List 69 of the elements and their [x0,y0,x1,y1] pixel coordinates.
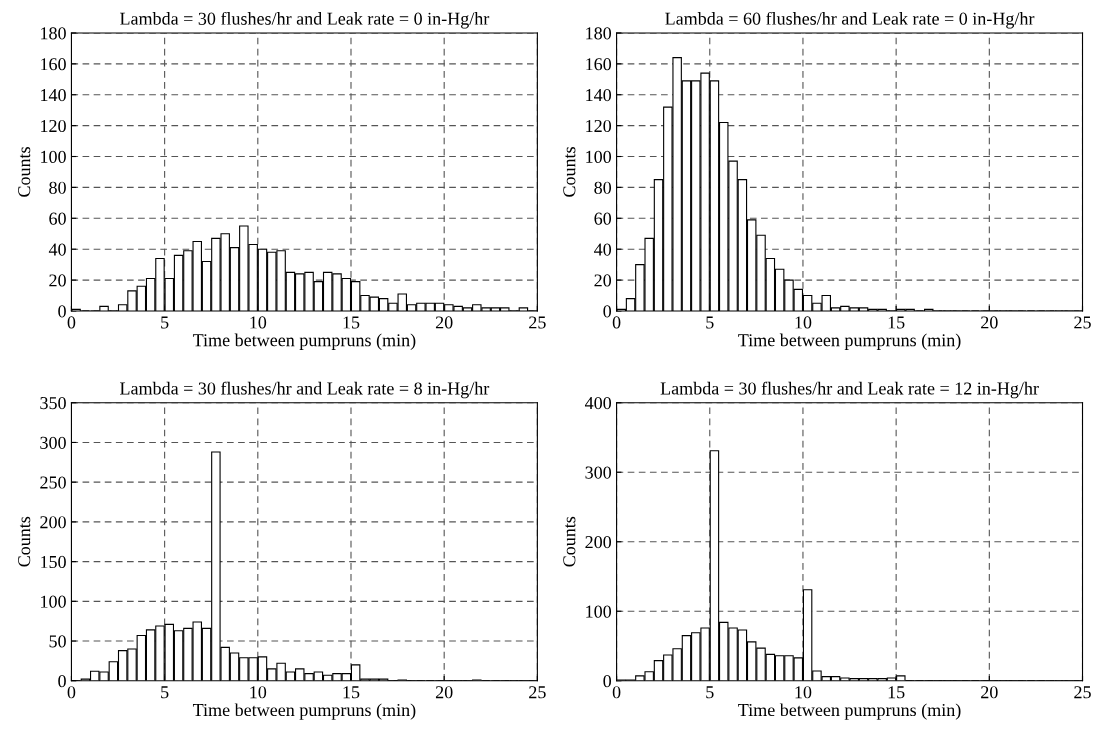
y-tick-label: 40 [48,243,66,256]
y-tick-label: 80 [49,181,66,194]
x-tick-label: 0 [612,686,621,699]
chart-title: Lambda = 30 flushes/hr and Leak rate = 8 in-Hg/hr [120,381,490,399]
x-tick-label: 20 [981,316,998,329]
x-tick-label: 0 [612,316,621,329]
y-tick-label: 180 [586,27,612,40]
y-axis-title: Counts [563,516,576,567]
chart-title: Lambda = 60 flushes/hr and Leak rate = 0 in-Hg/hr [665,11,1035,29]
x-tick-label: 25 [1074,316,1091,329]
y-tick-label: 100 [586,605,612,618]
y-axis-title: Counts [18,147,31,197]
y-tick-label: 350 [40,396,66,410]
x-tick-label: 20 [435,686,453,699]
y-tick-label: 400 [584,396,612,410]
y-tick-label: 300 [585,466,612,479]
y-tick-label: 160 [41,58,66,71]
y-tick-label: 300 [40,436,66,449]
y-tick-label: 200 [585,536,612,549]
y-tick-label: 200 [40,516,66,529]
y-tick-label: 60 [594,212,612,225]
y-tick-label: 250 [40,476,66,489]
chart-title: Lambda = 30 flushes/hr and Leak rate = 0 in-Hg/hr [120,11,490,29]
y-tick-label: 40 [594,243,612,256]
y-tick-label: 160 [586,58,612,71]
x-tick-label: 10 [250,316,267,329]
chart-title: Lambda = 30 flushes/hr and Leak rate = 12 in-Hg/hr [660,381,1039,399]
x-tick-label: 25 [1074,686,1091,699]
x-axis-title: Time between pumpruns (min) [192,703,416,720]
y-tick-label: 140 [41,88,66,102]
y-tick-label: 0 [58,675,66,688]
y-axis-title: Counts [563,147,576,197]
y-tick-label: 150 [41,555,66,569]
x-tick-label: 10 [795,686,812,699]
y-tick-label: 20 [594,274,612,287]
y-tick-label: 60 [49,212,66,225]
y-tick-label: 120 [41,119,66,133]
y-tick-label: 100 [586,150,612,163]
y-tick-label: 20 [49,274,66,287]
x-tick-label: 20 [435,316,453,329]
x-tick-label: 5 [706,686,714,699]
y-tick-label: 100 [41,150,66,163]
x-tick-label: 15 [888,316,905,329]
x-tick-label: 20 [981,686,998,699]
x-tick-label: 10 [795,316,812,329]
x-tick-label: 0 [67,686,76,699]
y-axis-title: Counts [18,516,31,567]
x-tick-label: 15 [343,316,360,329]
y-tick-label: 50 [49,635,66,648]
y-tick-label: 100 [41,595,66,608]
y-tick-label: 140 [586,88,612,102]
x-tick-label: 15 [888,686,905,699]
y-tick-label: 0 [603,305,612,318]
x-axis-title: Time between pumpruns (min) [192,333,416,350]
x-tick-label: 5 [161,686,169,699]
y-tick-label: 0 [603,675,612,688]
x-tick-label: 5 [161,316,169,329]
x-tick-label: 25 [529,316,546,329]
x-tick-label: 5 [706,316,714,329]
x-axis-title: Time between pumpruns (min) [738,703,961,720]
y-tick-label: 80 [594,181,612,194]
x-axis-title: Time between pumpruns (min) [738,333,961,350]
x-tick-label: 15 [343,686,360,699]
x-tick-label: 0 [67,316,76,329]
y-tick-label: 120 [586,119,612,133]
x-tick-label: 10 [250,686,267,699]
x-tick-label: 25 [529,686,546,699]
y-tick-label: 180 [41,27,66,40]
y-tick-label: 0 [58,305,66,318]
